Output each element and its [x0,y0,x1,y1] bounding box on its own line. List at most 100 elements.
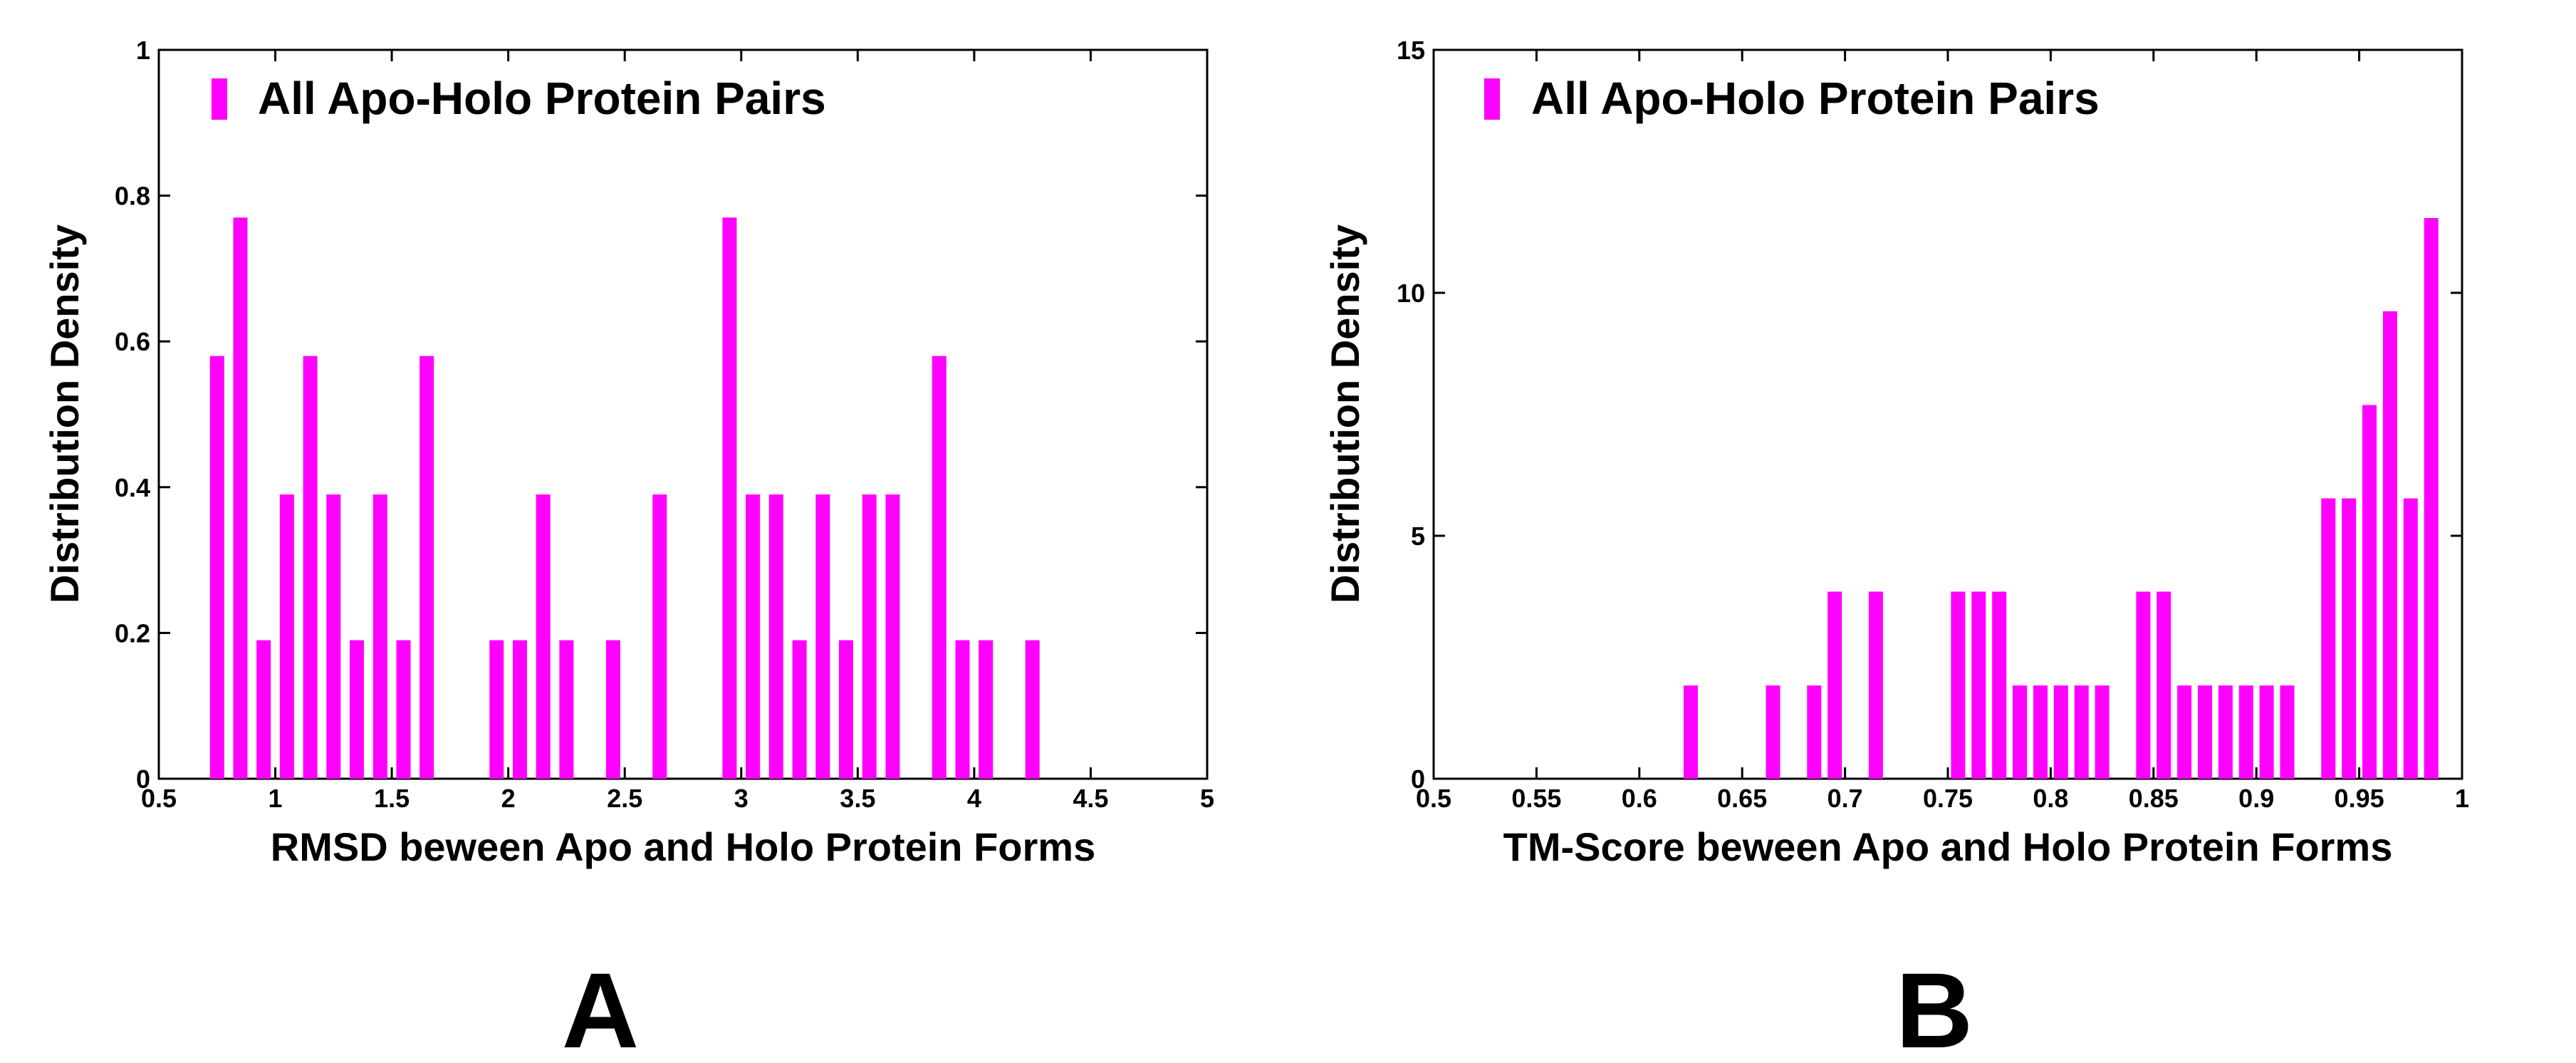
bar [513,640,527,779]
legend-swatch [1484,78,1500,120]
bar [792,640,807,779]
bar [2238,685,2253,779]
bar [1951,591,1966,779]
y-tick-label: 10 [1397,279,1425,308]
x-tick-label: 1 [2455,784,2469,813]
bar [2218,685,2233,779]
y-tick-group: 0 0.2 0.4 0.6 0.8 1 [115,36,1207,794]
y-tick-label: 0 [136,764,150,794]
x-axis-title: TM-Score beween Apo and Holo Protein For… [1503,824,2393,869]
x-tick-label: 2.5 [607,784,642,813]
bar [2136,591,2151,779]
chart-panel-a: 0.5 1 1.5 2 2.5 3 3.5 4 4.5 5 0 0.2 0.4 0.6 0.8 1 RMSD… [42,36,1214,1063]
bar [979,640,994,779]
legend-swatch [212,78,227,120]
x-tick-label: 2 [501,784,516,813]
chart-panel-b: 0.5 0.55 0.6 0.65 0.7 0.75 0.8 0.85 0.9 0.95 1 0 5 1… [1323,36,2469,1063]
bar [2177,685,2192,779]
bar [326,494,341,779]
y-tick-label: 1 [136,36,150,65]
legend-label: All Apo-Holo Protein Pairs [1531,73,2100,124]
y-tick-label: 0.4 [115,473,150,502]
bar [1971,591,1986,779]
x-tick-label: 0.95 [2335,784,2384,813]
bar [2382,311,2397,779]
bar [1992,591,2007,779]
plot-area-frame [1432,48,2463,780]
bar [2321,498,2336,779]
x-tick-label: 0.6 [1622,784,1657,813]
bar [2095,685,2110,779]
bar [1766,685,1780,779]
bar [2033,685,2048,779]
bar [1868,591,1883,779]
bar [419,356,434,779]
bar [815,494,830,779]
bar [2074,685,2089,779]
bar [2424,218,2439,779]
x-tick-label: 4.5 [1073,784,1108,813]
bars-group [1684,218,2439,779]
bars-group [209,217,1040,779]
bar [303,356,318,779]
bar [839,640,853,779]
bar [233,217,248,779]
x-tick-group: 0.5 0.55 0.6 0.65 0.7 0.75 0.8 0.85 0.9 0.95 1 [1416,50,2469,813]
bar [768,494,783,779]
bar [2198,685,2212,779]
bar [2280,685,2295,779]
bar [2342,498,2357,779]
x-tick-label: 0.85 [2129,784,2179,813]
bar [2053,685,2068,779]
y-tick-group: 0 5 10 15 [1397,36,2462,794]
y-tick-label: 0.2 [115,618,150,648]
bar [559,640,574,779]
y-tick-label: 15 [1397,36,1425,65]
x-tick-label: 0.65 [1717,784,1767,813]
bar [722,217,737,779]
bar [1827,591,1842,779]
bar [372,494,387,779]
y-tick-label: 0.8 [115,182,150,211]
bar [2403,498,2418,779]
x-tick-label: 1.5 [374,784,410,813]
bar [279,494,294,779]
legend-label: All Apo-Holo Protein Pairs [258,73,826,124]
bar [1025,640,1040,779]
x-tick-label: 0.5 [1416,784,1451,813]
bar [862,494,877,779]
bar [1807,685,1822,779]
x-tick-label: 1 [268,784,283,813]
y-tick-label: 0.6 [115,327,150,356]
bar [536,494,551,779]
x-tick-label: 0.7 [1827,784,1863,813]
bar [885,494,900,779]
x-tick-group: 0.5 1 1.5 2 2.5 3 3.5 4 4.5 5 [141,50,1214,813]
y-axis-title: Distribution Density [42,224,87,603]
x-tick-label: 4 [967,784,981,813]
x-tick-label: 0.9 [2238,784,2274,813]
x-axis-title: RMSD beween Apo and Holo Protein Forms [271,824,1095,869]
y-axis-title: Distribution Density [1323,224,1367,603]
bar [350,640,364,779]
x-tick-label: 0.75 [1923,784,1973,813]
bar [746,494,761,779]
bar [396,640,411,779]
bar [932,356,947,779]
bar [2362,405,2377,779]
bar [1684,685,1698,779]
panel-label-b: B [1896,950,1973,1063]
x-tick-label: 0.8 [2033,784,2068,813]
y-tick-label: 0 [1411,764,1425,794]
bar [489,640,504,779]
x-tick-label: 3 [734,784,749,813]
bar [2013,685,2028,779]
plot-area-frame [157,48,1209,780]
bar [605,640,620,779]
bar [256,640,271,779]
x-tick-label: 0.5 [141,784,177,813]
bar [209,356,224,779]
bar [652,494,667,779]
bar [2259,685,2274,779]
